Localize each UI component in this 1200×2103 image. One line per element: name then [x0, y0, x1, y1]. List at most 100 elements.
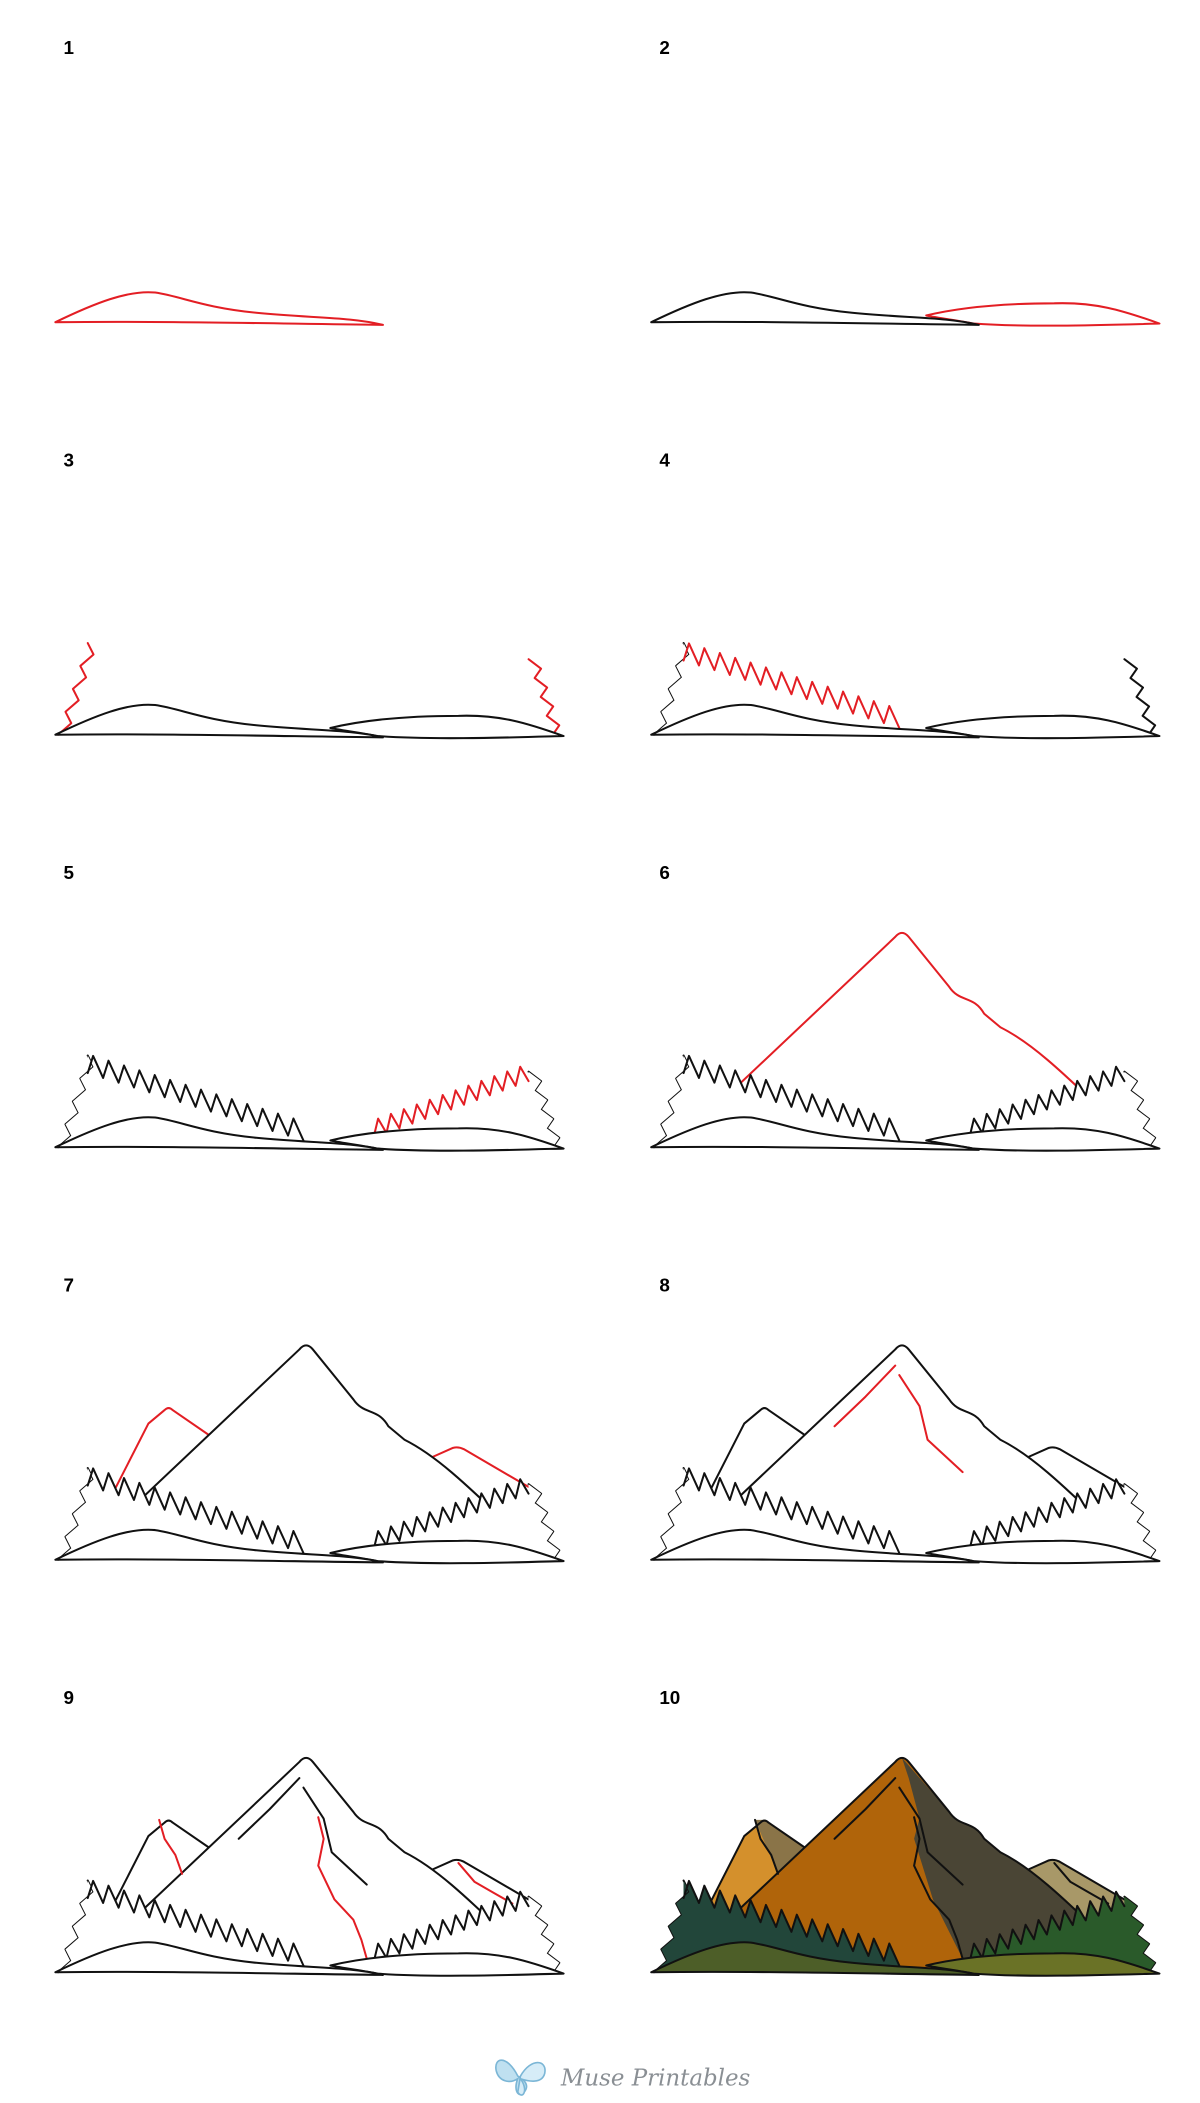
step-panel: 10 [650, 1687, 1161, 1977]
tree-row-left [86, 1879, 305, 1967]
main-mountain [675, 1344, 1137, 1557]
tree-edge-left [57, 642, 95, 736]
small-mountain-right [427, 1858, 530, 1901]
hill-left [54, 1116, 384, 1151]
crevice [317, 1816, 368, 1960]
hill-left [54, 1941, 384, 1976]
hill-left [54, 703, 384, 739]
ridge-line [833, 1364, 897, 1428]
hill-right-fill [926, 1953, 1160, 1976]
step-number: 5 [63, 862, 74, 883]
tree-edge-right [1123, 1070, 1157, 1149]
small-mountain-left [675, 1407, 813, 1557]
step-number: 3 [63, 449, 74, 470]
brand-name: Muse Printables [560, 2065, 750, 2091]
hill-right-fill [926, 715, 1160, 739]
tree-row-right-fill [969, 1479, 1156, 1560]
hill-right-fill [330, 1953, 564, 1976]
hill-left [650, 703, 980, 739]
main-mountain-fill [676, 1345, 1136, 1556]
ridge-line [302, 1786, 368, 1886]
crevice [457, 1862, 514, 1905]
crevice [754, 1818, 779, 1875]
tree-row-right [372, 1890, 530, 1964]
hill-right-fill [926, 1128, 1160, 1151]
main-mountain-fill [80, 1345, 540, 1556]
main-mountain [675, 931, 1137, 1145]
tree-edge-right [527, 658, 561, 736]
hill-left-fill [55, 292, 383, 325]
step-panel: 7 [54, 1274, 565, 1565]
main-mountain-fill [676, 932, 1136, 1144]
hill-right-fill [330, 715, 564, 739]
step-number: 2 [659, 37, 670, 58]
step-number: 6 [659, 862, 670, 883]
step-panel: 3 [54, 449, 565, 740]
step-number: 1 [63, 37, 74, 58]
step-panel: 8 [650, 1274, 1161, 1565]
small-mountain-right [1023, 1858, 1126, 1901]
step-number: 9 [63, 1687, 74, 1708]
main-mountain-fill [80, 1757, 540, 1969]
step-panel: 2 [650, 37, 1161, 327]
ridge-line [833, 1777, 897, 1840]
tree-edge-right-fill [528, 659, 560, 735]
small-mountain-right [427, 1446, 530, 1488]
small-mountain-left [79, 1819, 217, 1970]
tree-row-right-fill [373, 1066, 560, 1148]
hill-left [650, 291, 980, 326]
tree-row-right-fill [969, 1891, 1156, 1973]
crevice [1053, 1862, 1110, 1905]
tree-edge-right [1123, 1483, 1157, 1561]
tree-row-left [682, 642, 901, 729]
step-number: 8 [659, 1274, 670, 1295]
hill-left [650, 1528, 980, 1564]
hill-left-fill [651, 292, 979, 325]
step-panel: 1 [54, 37, 384, 326]
step-panel: 4 [650, 449, 1161, 740]
hill-right-fill [330, 1128, 564, 1151]
crevice [913, 1816, 964, 1960]
small-mountain-left [79, 1407, 217, 1557]
hill-left [650, 1941, 980, 1976]
tree-row-right [968, 1065, 1126, 1139]
tree-row-right-fill [373, 1479, 560, 1560]
main-mountain [79, 1756, 541, 1970]
tree-row-right-fill [969, 1066, 1156, 1148]
hill-left [54, 291, 384, 326]
small-mountain-left [675, 1819, 813, 1970]
hill-left [54, 1528, 384, 1564]
ridge-line [237, 1777, 301, 1840]
tree-edge-right [1123, 1895, 1157, 1974]
main-mountain [675, 1756, 1137, 1970]
tree-row-right-fill [373, 1891, 560, 1973]
tree-edge-right [1123, 658, 1157, 736]
hill-right-fill [926, 1540, 1160, 1564]
tree-row-left [682, 1054, 901, 1142]
hill-left [650, 1116, 980, 1151]
ridge-line [898, 1374, 964, 1474]
tree-row-left [682, 1467, 901, 1554]
tree-row-right [372, 1065, 530, 1139]
step-panel: 9 [54, 1687, 565, 1977]
step-number: 4 [659, 449, 670, 470]
ridge-line [898, 1786, 964, 1886]
step-number: 7 [63, 1274, 74, 1295]
brand-logo [495, 2059, 546, 2096]
tree-row-right [968, 1478, 1126, 1552]
tree-row-left [682, 1879, 901, 1967]
hill-right-fill [926, 303, 1160, 326]
hill-right-fill [330, 1540, 564, 1564]
step-panel: 6 [650, 862, 1161, 1152]
main-mountain [79, 1344, 541, 1557]
step-number: 10 [659, 1687, 680, 1708]
tree-edge-right-fill [1124, 659, 1156, 735]
tree-row-right [968, 1890, 1126, 1964]
step-panel: 5 [54, 862, 565, 1152]
tree-row-right [372, 1478, 530, 1552]
tree-row-left [86, 1467, 305, 1554]
tree-row-left [86, 1054, 305, 1142]
hill-left-fill [55, 704, 383, 738]
